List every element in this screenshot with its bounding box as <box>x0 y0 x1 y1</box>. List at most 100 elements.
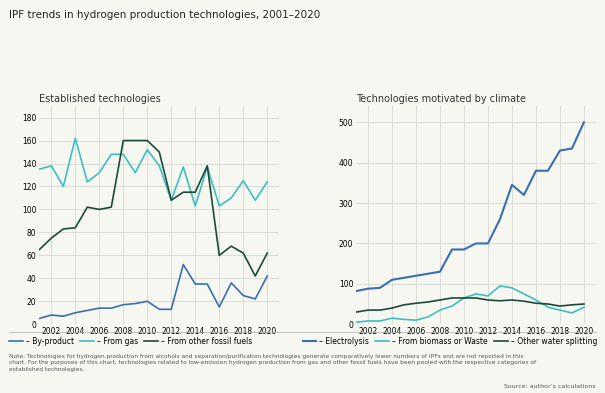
Electrolysis <box>460 247 468 252</box>
From gas <box>132 170 139 175</box>
From biomass or waste <box>557 308 564 312</box>
Other water splitting <box>580 302 587 307</box>
Electrolysis <box>364 286 371 291</box>
From other fossil fuels <box>204 163 211 168</box>
From other fossil fuels <box>71 226 79 230</box>
Other water splitting <box>508 298 515 302</box>
From other fossil fuels <box>36 247 43 252</box>
By-product <box>215 305 223 309</box>
Legend: – Electrolysis, – From biomass or Waste, – Other water splitting: – Electrolysis, – From biomass or Waste,… <box>302 337 597 346</box>
By-product <box>180 262 187 267</box>
From other fossil fuels <box>132 138 139 143</box>
From biomass or waste <box>401 317 408 322</box>
Electrolysis <box>376 285 384 290</box>
Electrolysis <box>436 269 443 274</box>
From biomass or waste <box>473 292 480 296</box>
From other fossil fuels <box>60 227 67 231</box>
Other water splitting <box>520 299 528 303</box>
From gas <box>71 136 79 141</box>
Line: By-product: By-product <box>39 264 267 318</box>
Electrolysis <box>473 241 480 246</box>
From gas <box>192 204 199 208</box>
From biomass or waste <box>460 296 468 300</box>
Other water splitting <box>473 296 480 300</box>
From biomass or waste <box>544 305 552 310</box>
From other fossil fuels <box>83 205 91 209</box>
From other fossil fuels <box>108 205 115 209</box>
From biomass or waste <box>376 319 384 323</box>
From biomass or waste <box>388 316 396 321</box>
Other water splitting <box>485 298 492 302</box>
From gas <box>264 180 271 184</box>
Other water splitting <box>460 296 468 300</box>
By-product <box>120 302 127 307</box>
From gas <box>60 184 67 189</box>
Electrolysis <box>448 247 456 252</box>
From gas <box>240 178 247 183</box>
Electrolysis <box>485 241 492 246</box>
From gas <box>227 196 235 200</box>
Text: Note: Technologies for hydrogen production from alcohols and separation/purifica: Note: Technologies for hydrogen producti… <box>9 354 536 372</box>
From biomass or waste <box>436 308 443 312</box>
From other fossil fuels <box>264 251 271 255</box>
Electrolysis <box>388 277 396 282</box>
From other fossil fuels <box>168 198 175 203</box>
By-product <box>192 282 199 286</box>
Other water splitting <box>413 301 420 306</box>
Electrolysis <box>532 168 540 173</box>
Text: IPF trends in hydrogen production technologies, 2001–2020: IPF trends in hydrogen production techno… <box>9 10 320 20</box>
Text: Established technologies: Established technologies <box>39 94 161 104</box>
By-product <box>132 301 139 306</box>
From gas <box>155 163 163 168</box>
From biomass or waste <box>496 283 503 288</box>
Other water splitting <box>557 304 564 309</box>
From other fossil fuels <box>48 236 55 241</box>
Other water splitting <box>532 301 540 306</box>
From other fossil fuels <box>180 190 187 195</box>
Electrolysis <box>424 272 431 276</box>
From gas <box>108 152 115 157</box>
From other fossil fuels <box>155 150 163 154</box>
From gas <box>48 163 55 168</box>
Electrolysis <box>508 182 515 187</box>
Electrolysis <box>568 146 575 151</box>
By-product <box>252 297 259 301</box>
Other water splitting <box>436 298 443 302</box>
Line: From other fossil fuels: From other fossil fuels <box>39 141 267 276</box>
Line: Other water splitting: Other water splitting <box>356 298 584 312</box>
From gas <box>215 204 223 208</box>
From gas <box>168 198 175 203</box>
From gas <box>252 198 259 203</box>
By-product <box>96 306 103 310</box>
Line: Electrolysis: Electrolysis <box>356 122 584 291</box>
Other water splitting <box>496 298 503 303</box>
By-product <box>227 281 235 285</box>
By-product <box>71 310 79 315</box>
From biomass or waste <box>580 305 587 310</box>
By-product <box>168 307 175 312</box>
Other water splitting <box>388 306 396 310</box>
From other fossil fuels <box>252 274 259 278</box>
Other water splitting <box>364 308 371 312</box>
Other water splitting <box>376 308 384 312</box>
By-product <box>240 293 247 298</box>
Electrolysis <box>496 217 503 222</box>
Other water splitting <box>544 302 552 307</box>
Text: Technologies motivated by climate: Technologies motivated by climate <box>356 94 526 104</box>
From other fossil fuels <box>240 251 247 255</box>
Other water splitting <box>448 296 456 300</box>
From gas <box>143 147 151 152</box>
From gas <box>83 180 91 184</box>
From other fossil fuels <box>143 138 151 143</box>
From biomass or waste <box>485 294 492 298</box>
From other fossil fuels <box>215 253 223 258</box>
Electrolysis <box>580 120 587 125</box>
Text: Source: author’s calculations: Source: author’s calculations <box>505 384 596 389</box>
From biomass or waste <box>424 314 431 319</box>
From biomass or waste <box>448 304 456 309</box>
By-product <box>143 299 151 304</box>
From gas <box>36 167 43 172</box>
From biomass or waste <box>352 320 359 325</box>
By-product <box>108 306 115 310</box>
By-product <box>36 316 43 321</box>
